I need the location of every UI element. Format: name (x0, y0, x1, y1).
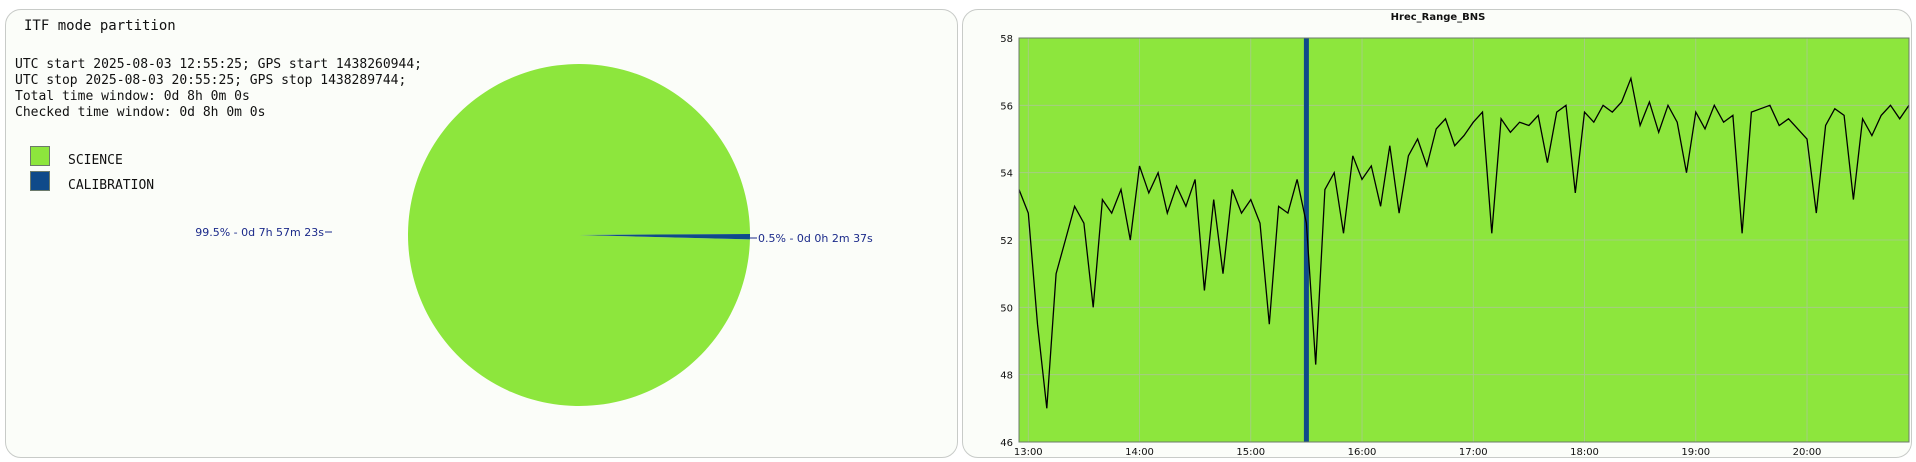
utc-stop-line: UTC stop 2025-08-03 20:55:25; GPS stop 1… (15, 73, 407, 88)
x-tick-label: 19:00 (1681, 447, 1710, 458)
pie-slice-science (408, 64, 750, 407)
mode-partition-panel: ITF mode partition UTC start 2025-08-03 … (5, 9, 958, 458)
x-tick-label: 15:00 (1236, 447, 1265, 458)
y-tick-label: 48 (1000, 371, 1013, 382)
calibration-period-marker (1303, 38, 1309, 442)
legend-label-science: SCIENCE (68, 153, 123, 168)
x-tick-label: 14:00 (1125, 447, 1154, 458)
hrec-range-panel: Hrec_Range_BNS 46 48 50 52 54 56 58 13:00 14:00… (962, 9, 1912, 458)
y-tick-label: 50 (1000, 303, 1013, 314)
y-tick-label: 54 (1000, 169, 1013, 180)
y-tick-label: 46 (1000, 438, 1013, 449)
legend-swatch-calibration (30, 171, 50, 191)
pie-chart: 99.5% - 0d 7h 57m 23s 0.5% - 0d 0h 2m 37… (195, 64, 873, 407)
utc-start-line: UTC start 2025-08-03 12:55:25; GPS start… (15, 57, 422, 72)
y-tick-label: 52 (1000, 236, 1013, 247)
y-tick-label: 56 (1000, 101, 1013, 112)
y-tick-label: 58 (1000, 34, 1013, 45)
science-slice-label: 99.5% - 0d 7h 57m 23s (195, 226, 324, 239)
x-tick-label: 13:00 (1014, 447, 1043, 458)
total-window-line: Total time window: 0d 8h 0m 0s (15, 89, 250, 104)
legend-swatch-science (30, 146, 50, 166)
x-tick-label: 17:00 (1459, 447, 1488, 458)
pie-slice-calibration (579, 234, 750, 240)
calibration-slice-label: 0.5% - 0d 0h 2m 37s (758, 232, 873, 245)
line-chart: Hrec_Range_BNS 46 48 50 52 54 56 58 13:00 14:00… (1000, 12, 1910, 458)
x-tick-label: 16:00 (1348, 447, 1377, 458)
x-tick-label: 18:00 (1570, 447, 1599, 458)
legend-label-calibration: CALIBRATION (68, 178, 155, 193)
x-tick-label: 20:00 (1793, 447, 1822, 458)
plot-frame (1018, 37, 1910, 443)
chart-title: Hrec_Range_BNS (1391, 12, 1486, 23)
checked-window-line: Checked time window: 0d 8h 0m 0s (15, 105, 266, 120)
range-series-line (1018, 76, 1910, 409)
panel-title: ITF mode partition (24, 18, 176, 34)
